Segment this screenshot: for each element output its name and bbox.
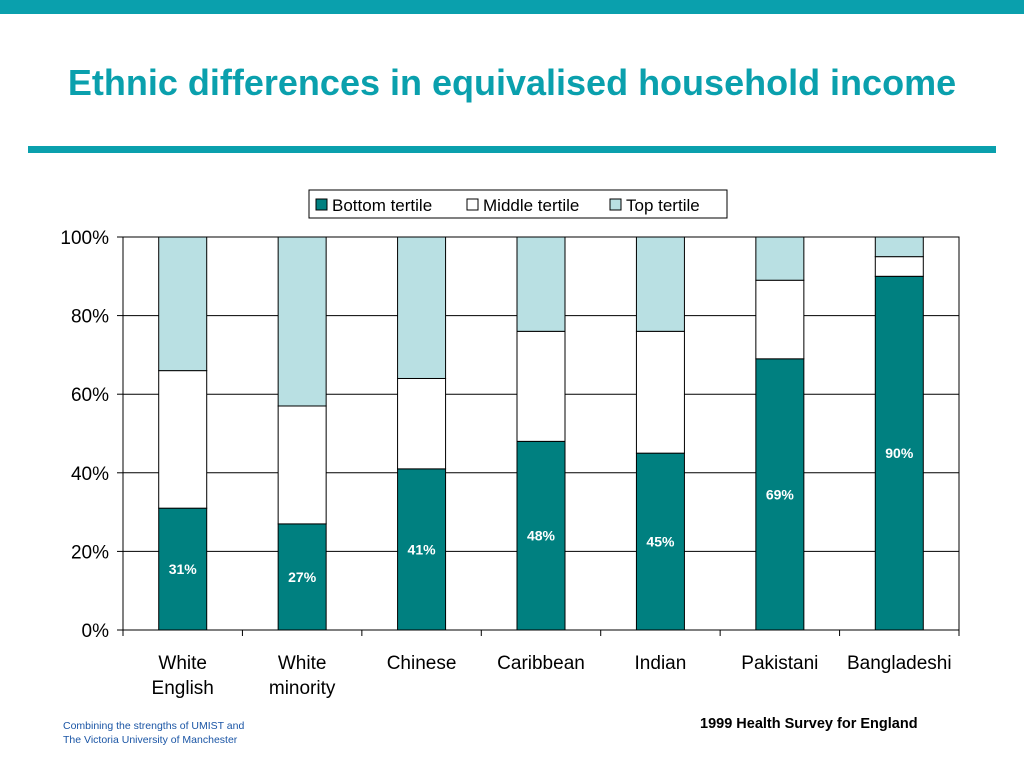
data-label: 45% <box>646 534 675 550</box>
y-tick-label: 20% <box>71 542 109 563</box>
legend-label: Bottom tertile <box>332 196 432 215</box>
bar-segment-top-tertile <box>516 236 566 332</box>
legend <box>308 189 728 219</box>
legend-swatch <box>466 198 479 211</box>
data-label: 41% <box>408 541 437 557</box>
y-tick-label: 80% <box>71 307 109 328</box>
bar-segment-bottom-tertile <box>397 468 447 631</box>
bar-segment-top-tertile <box>635 236 685 332</box>
bar-segment-bottom-tertile <box>635 452 685 631</box>
bar-segment-top-tertile <box>397 236 447 379</box>
bar-segment-top-tertile <box>158 236 208 372</box>
bar-segment-bottom-tertile <box>158 507 208 631</box>
bar-segment-middle-tertile <box>277 405 327 525</box>
y-tick-label: 0% <box>82 621 110 642</box>
bar-segment-top-tertile <box>277 236 327 407</box>
slide-title: Ethnic differences in equivalised househ… <box>67 62 957 103</box>
legend-swatch <box>315 198 328 211</box>
x-tick-label: Caribbean <box>497 653 585 674</box>
y-tick-label: 40% <box>71 464 109 485</box>
bar-segment-bottom-tertile <box>277 523 327 631</box>
bar-segment-middle-tertile <box>516 330 566 442</box>
x-tick-label: White <box>158 653 207 674</box>
data-label: 27% <box>288 569 317 585</box>
x-tick-label: Indian <box>635 653 687 674</box>
data-label: 31% <box>169 561 198 577</box>
y-tick-label: 100% <box>60 228 109 249</box>
source-note: 1999 Health Survey for England <box>700 716 918 732</box>
bar-segment-middle-tertile <box>158 370 208 509</box>
top-accent-bar <box>0 0 1024 14</box>
footer-left-line-1: Combining the strengths of UMIST and <box>63 720 245 732</box>
data-label: 48% <box>527 528 556 544</box>
bar-segment-middle-tertile <box>397 377 447 470</box>
x-tick-label: Chinese <box>387 653 457 674</box>
data-label: 90% <box>885 445 914 461</box>
bar-segment-top-tertile <box>874 236 924 258</box>
x-tick-label: White <box>278 653 327 674</box>
legend-label: Top tertile <box>626 196 700 215</box>
bar-segment-top-tertile <box>755 236 805 281</box>
bar-segment-middle-tertile <box>635 330 685 454</box>
footer-left-line-2: The Victoria University of Manchester <box>63 734 238 746</box>
bar-segment-middle-tertile <box>755 279 805 360</box>
bar-segment-middle-tertile <box>874 256 924 277</box>
bar-segment-bottom-tertile <box>874 275 924 631</box>
title-rule <box>28 146 996 153</box>
legend-swatch <box>609 198 622 211</box>
x-tick-label: minority <box>269 678 336 699</box>
x-tick-label: Pakistani <box>741 653 818 674</box>
bar-segment-bottom-tertile <box>516 440 566 631</box>
x-tick-label: English <box>152 678 214 699</box>
footer-left: Combining the strengths of UMIST and The… <box>63 719 244 747</box>
x-tick-label: Bangladeshi <box>847 653 952 674</box>
legend-label: Middle tertile <box>483 196 579 215</box>
y-tick-label: 60% <box>71 385 109 406</box>
bar-segment-bottom-tertile <box>755 358 805 631</box>
data-label: 69% <box>766 486 795 502</box>
